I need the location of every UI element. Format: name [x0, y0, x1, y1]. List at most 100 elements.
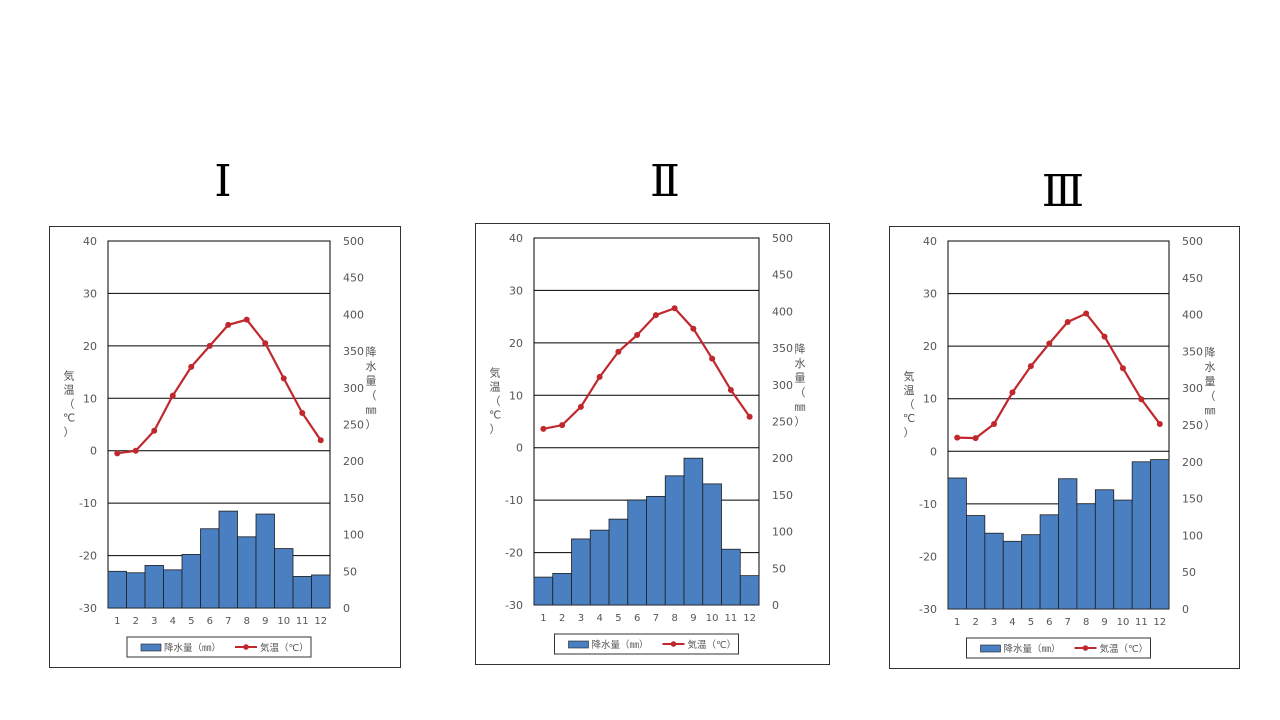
- legend-line-marker: [1082, 645, 1089, 651]
- left-axis-title-char: ）: [64, 425, 75, 438]
- right-tick-label: 250: [1182, 419, 1203, 432]
- climate-chart-panel-3: 40 30 20 10 0 -10 -20 -30 500 450 400 350 300 250 200 1…: [889, 226, 1240, 669]
- right-axis-title-char: ㎜: [795, 400, 806, 413]
- left-tick-label: -10: [79, 497, 97, 510]
- left-tick-label: 30: [83, 287, 97, 300]
- precip-bar: [664, 475, 685, 606]
- precip-bar: [608, 518, 629, 606]
- precip-bar: [627, 499, 647, 606]
- left-tick-label: 30: [509, 284, 523, 297]
- x-tick-label: 8: [1083, 617, 1089, 628]
- temperature-point: [1138, 396, 1145, 403]
- legend-precip-label: 降水量（㎜）: [1004, 643, 1061, 655]
- precip-bar: [646, 495, 666, 606]
- legend: 降水量（㎜） 気温（℃）: [554, 633, 739, 655]
- right-axis-title-char: （: [1205, 389, 1216, 402]
- right-axis-title-char: ㎜: [366, 403, 377, 416]
- left-axis-title-char: （: [64, 397, 75, 410]
- temperature-point: [1027, 363, 1034, 370]
- left-tick-label: 10: [509, 389, 523, 402]
- temperature-point: [1009, 389, 1016, 396]
- precip-bar: [533, 576, 554, 606]
- temperature-point: [280, 375, 287, 382]
- right-axis-title-char: ㎜: [1205, 404, 1216, 417]
- left-tick-label: 20: [509, 337, 523, 350]
- x-tick-label: 9: [262, 616, 268, 627]
- left-tick-label: 20: [83, 340, 97, 353]
- precip-bar: [1002, 540, 1023, 610]
- right-tick-label: 200: [772, 452, 793, 465]
- right-tick-label: 450: [1182, 272, 1203, 285]
- precip-bar: [552, 573, 572, 606]
- right-tick-label: 200: [1182, 456, 1203, 469]
- right-tick-label: 0: [772, 599, 779, 612]
- x-tick-label: 6: [1046, 617, 1052, 628]
- x-tick-label: 7: [1065, 617, 1071, 628]
- legend-temp-label: 気温（℃）: [1100, 643, 1149, 655]
- temperature-line: [543, 306, 751, 430]
- legend-precip-label: 降水量（㎜）: [592, 639, 649, 651]
- precip-bar: [274, 548, 294, 609]
- precip-bar: [1058, 478, 1078, 610]
- precip-bar: [1021, 534, 1041, 610]
- x-tick-label: 2: [133, 616, 139, 627]
- left-tick-label: -30: [79, 602, 97, 615]
- temperature-point: [262, 340, 269, 347]
- temperature-point: [299, 409, 306, 416]
- left-tick-label: 0: [90, 445, 97, 458]
- temperature-point: [991, 420, 998, 427]
- left-axis-title-char: ）: [904, 426, 915, 439]
- precip-bar: [721, 548, 741, 606]
- precip-bar: [739, 575, 760, 606]
- temperature-point: [652, 312, 659, 319]
- x-tick-label: 3: [151, 616, 157, 627]
- right-tick-label: 450: [772, 269, 793, 282]
- x-tick-label: 4: [1009, 617, 1015, 628]
- x-tick-label: 5: [615, 613, 621, 624]
- temperature-point: [225, 321, 232, 328]
- right-tick-label: 200: [343, 455, 364, 468]
- temperature-point: [671, 305, 678, 312]
- temperature-point: [1083, 310, 1090, 317]
- right-axis-title-char: 水: [795, 357, 806, 370]
- right-tick-label: 300: [1182, 382, 1203, 395]
- right-axis-title-char: 量: [366, 374, 377, 387]
- left-axis-title-char: ）: [490, 422, 501, 435]
- legend-temp-label: 気温（℃）: [260, 642, 309, 654]
- left-axis-title-char: （: [904, 398, 915, 411]
- right-tick-label: 0: [1182, 603, 1189, 616]
- right-axis-title-char: 降: [1205, 345, 1216, 359]
- precip-bar: [126, 572, 146, 609]
- left-tick-label: -20: [79, 550, 97, 563]
- x-tick-label: 11: [1135, 617, 1148, 628]
- right-axis-title-char: （: [366, 389, 377, 402]
- left-tick-label: 40: [83, 235, 97, 248]
- left-tick-label: 20: [923, 340, 937, 353]
- right-tick-label: 350: [772, 342, 793, 355]
- precip-bar: [966, 515, 986, 610]
- left-axis-title-char: ℃: [903, 412, 915, 425]
- left-tick-label: -30: [505, 599, 523, 612]
- temperature-point: [615, 348, 622, 355]
- right-axis-title-char: 水: [366, 360, 377, 373]
- right-tick-label: 250: [343, 419, 364, 432]
- climate-chart-svg: 403020100-10-20-305004504003503002502001…: [489, 232, 806, 655]
- left-axis-title-char: 気: [64, 368, 75, 382]
- left-axis-title-char: 温: [64, 383, 75, 396]
- right-tick-label: 50: [772, 562, 786, 575]
- temperature-point: [709, 355, 716, 362]
- x-tick-label: 6: [634, 613, 640, 624]
- x-tick-label: 2: [559, 613, 565, 624]
- temperature-point: [746, 413, 753, 420]
- x-tick-label: 12: [743, 613, 756, 624]
- precip-bar: [1039, 514, 1059, 610]
- left-axis-title-char: 温: [904, 384, 915, 397]
- right-tick-label: 400: [343, 308, 364, 321]
- x-tick-label: 11: [725, 613, 738, 624]
- right-tick-label: 50: [343, 565, 357, 578]
- precip-bar: [107, 570, 127, 609]
- temperature-point: [1046, 340, 1053, 347]
- legend: 降水量（㎜） 気温（℃）: [126, 636, 312, 658]
- right-tick-label: 450: [343, 272, 364, 285]
- x-tick-label: 3: [578, 613, 584, 624]
